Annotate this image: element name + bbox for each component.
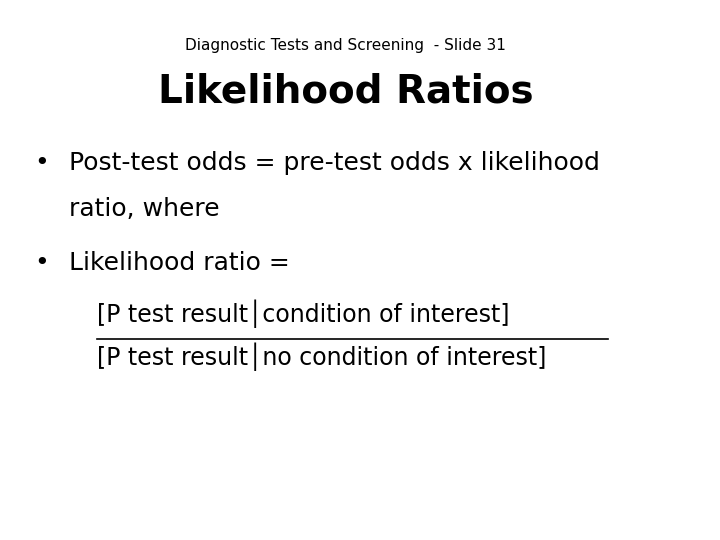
- Text: Likelihood Ratios: Likelihood Ratios: [158, 73, 534, 111]
- Text: •: •: [35, 251, 49, 275]
- Text: [P test result│condition of interest]: [P test result│condition of interest]: [96, 300, 509, 328]
- Text: Post-test odds = pre-test odds x likelihood: Post-test odds = pre-test odds x likelih…: [69, 151, 600, 175]
- Text: ratio, where: ratio, where: [69, 197, 220, 221]
- Text: Diagnostic Tests and Screening  - Slide 31: Diagnostic Tests and Screening - Slide 3…: [185, 38, 506, 53]
- Text: •: •: [35, 151, 49, 175]
- Text: Likelihood ratio =: Likelihood ratio =: [69, 251, 290, 275]
- Text: [P test result│no condition of interest]: [P test result│no condition of interest]: [96, 343, 546, 372]
